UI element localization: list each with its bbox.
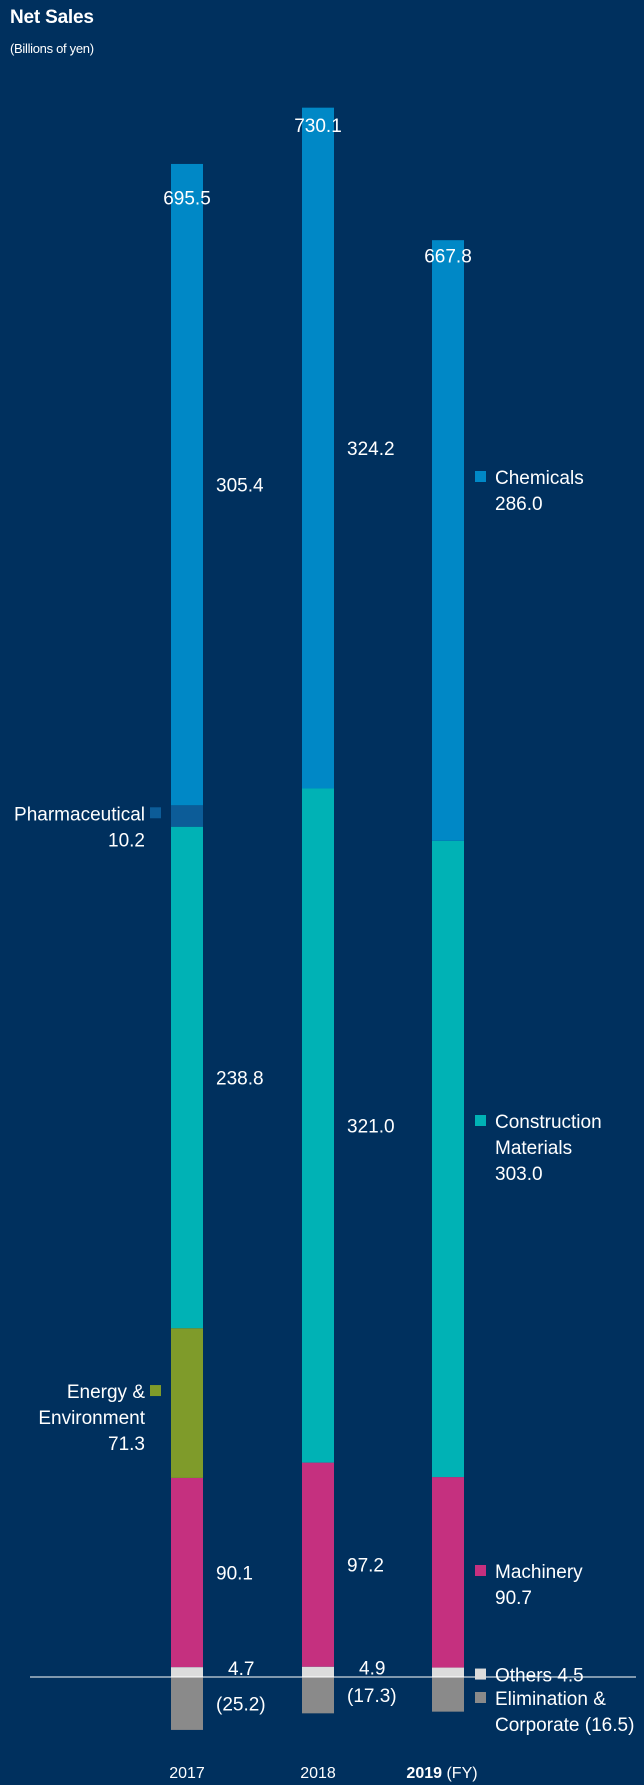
bar-machinery-2018 — [302, 1462, 334, 1667]
bar-construction-materials-2019 — [432, 840, 464, 1478]
value-label-elimination-and-corporate-2018: (17.3) — [347, 1686, 397, 1707]
bar-chemicals-2017 — [171, 163, 203, 806]
bar-construction-materials-2017 — [171, 826, 203, 1329]
bar-machinery-2017 — [171, 1477, 203, 1668]
legend-marker-elimination-and-corporate — [475, 1692, 486, 1703]
total-label-2017: 695.5 — [163, 188, 211, 209]
chart-title: Net Sales — [10, 7, 94, 28]
bar-machinery-2019 — [432, 1477, 464, 1668]
legend-marker-chemicals — [475, 471, 486, 482]
bar-elimination-and-corporate-2017 — [171, 1677, 203, 1730]
legend-label-machinery-line-1: Machinery — [495, 1562, 583, 1583]
value-label-others-2017: 4.7 — [228, 1659, 254, 1680]
value-label-chemicals-2018: 324.2 — [347, 439, 395, 460]
value-label-machinery-2017: 90.1 — [216, 1564, 253, 1585]
legend-label-others-line-1: Others 4.5 — [495, 1666, 584, 1687]
legend-label-construction-materials-line-3: 303.0 — [495, 1164, 543, 1185]
x-tick-label-2019: 2019 (FY) — [406, 1765, 477, 1782]
chart-subtitle: (Billions of yen) — [10, 41, 94, 56]
legend-label-energy-and-environment-line-2: Environment — [38, 1408, 145, 1429]
bar-energy-and-environment-2017 — [171, 1328, 203, 1478]
x-tick-label-2017: 2017 — [169, 1765, 205, 1782]
legend-marker-others — [475, 1668, 486, 1680]
bar-chemicals-2019 — [432, 240, 464, 841]
legend-label-construction-materials-line-2: Materials — [495, 1138, 572, 1159]
legend-label-energy-and-environment-line-1: Energy & — [67, 1382, 145, 1403]
value-label-construction-materials-2017: 238.8 — [216, 1068, 264, 1089]
legend-label-pharmaceutical-line-1: Pharmaceutical — [14, 804, 145, 825]
legend-marker-energy-and-environment — [150, 1385, 161, 1397]
value-label-chemicals-2017: 305.4 — [216, 476, 264, 497]
bar-others-2019 — [432, 1667, 464, 1677]
total-label-2019: 667.8 — [424, 247, 472, 268]
bar-elimination-and-corporate-2019 — [432, 1677, 464, 1712]
legend-label-chemicals-line-1: Chemicals — [495, 468, 584, 489]
value-label-construction-materials-2018: 321.0 — [347, 1117, 395, 1138]
legend-label-pharmaceutical-line-2: 10.2 — [108, 830, 145, 851]
bar-construction-materials-2018 — [302, 788, 334, 1463]
bar-pharmaceutical-2017 — [171, 805, 203, 827]
bar-others-2017 — [171, 1667, 203, 1677]
value-label-elimination-and-corporate-2017: (25.2) — [216, 1694, 266, 1715]
legend-label-elimination-and-corporate-line-2: Corporate (16.5) — [495, 1715, 634, 1736]
legend-label-energy-and-environment-line-3: 71.3 — [108, 1434, 145, 1455]
legend-label-elimination-and-corporate-line-1: Elimination & — [495, 1689, 606, 1710]
value-label-others-2018: 4.9 — [359, 1659, 385, 1680]
value-label-machinery-2018: 97.2 — [347, 1556, 384, 1577]
legend-marker-construction-materials — [475, 1115, 486, 1126]
bar-chemicals-2018 — [302, 107, 334, 789]
legend-label-machinery-line-2: 90.7 — [495, 1588, 532, 1609]
bar-elimination-and-corporate-2018 — [302, 1677, 334, 1714]
legend-label-chemicals-line-2: 286.0 — [495, 494, 543, 515]
total-label-2018: 730.1 — [294, 116, 342, 137]
x-tick-label-2018: 2018 — [300, 1765, 336, 1782]
legend-marker-machinery — [475, 1565, 486, 1576]
bar-others-2018 — [302, 1666, 334, 1677]
legend-label-construction-materials-line-1: Construction — [495, 1112, 602, 1133]
legend-marker-pharmaceutical — [150, 807, 161, 819]
